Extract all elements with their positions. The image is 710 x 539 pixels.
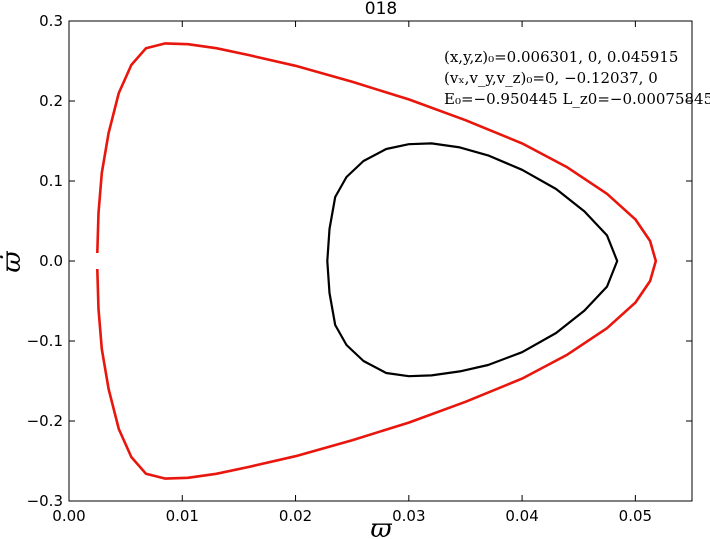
x-tick-label: 0.03: [392, 507, 425, 525]
annotation-initial-position: (x,y,z)₀=0.006301, 0, 0.045915: [444, 48, 678, 66]
series-layer: [96, 42, 658, 480]
y-axis-label: ϖ̇: [0, 251, 27, 273]
x-tick-label: 0.05: [619, 507, 652, 525]
y-tick-label: 0.3: [39, 12, 63, 30]
axes-layer: 0.00 0.01 0.02 0.03 0.04 0.05 −0.3 −0.2 −0.1 0.0 0…: [27, 12, 693, 525]
annotation-initial-velocity: (vₓ,v_y,v_z)₀=0, −0.12037, 0: [444, 69, 658, 87]
series-1-line: [326, 142, 619, 378]
chart-title: 018: [365, 0, 397, 19]
y-tick-label: 0.0: [39, 252, 63, 270]
y-tick-label: −0.3: [27, 492, 63, 510]
series-0-line: [96, 42, 658, 480]
y-tick-label: −0.1: [27, 332, 63, 350]
annotation-energy-momentum: E₀=−0.950445 L_z0=−0.000758451: [444, 90, 710, 108]
y-tick-label: 0.2: [39, 92, 63, 110]
y-tick-label: 0.1: [39, 172, 63, 190]
x-axis-label: ϖ: [370, 514, 392, 539]
y-tick-label: −0.2: [27, 412, 63, 430]
x-tick-label: 0.01: [166, 507, 199, 525]
x-tick-label: 0.02: [279, 507, 312, 525]
x-tick-label: 0.04: [505, 507, 538, 525]
x-tick-label: 0.00: [52, 507, 85, 525]
